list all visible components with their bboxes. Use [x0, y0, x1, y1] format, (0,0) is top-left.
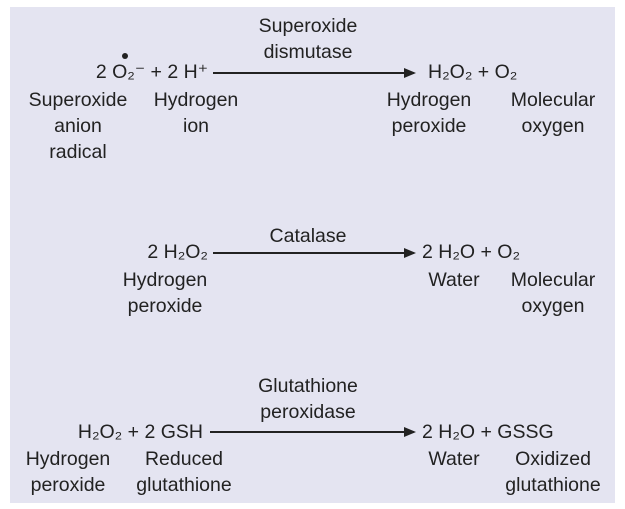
radical-dot-icon [122, 53, 128, 59]
label-water-2: Water [428, 269, 480, 291]
label-hydrogen-peroxide-1-line2: peroxide [391, 115, 467, 137]
label-molecular-oxygen-2-line2: oxygen [521, 295, 585, 317]
label-hydrogen-peroxide-3-line2: peroxide [30, 474, 106, 496]
reaction-3-reactants: H₂O₂ + 2 GSH [77, 421, 203, 443]
label-hydrogen-ion-line1: Hydrogen [153, 89, 239, 111]
reaction-3-arrow [210, 427, 416, 437]
label-oxidized-glutathione-line1: Oxidized [515, 448, 591, 470]
enzyme-label-superoxide-dismutase-line2: dismutase [263, 41, 353, 63]
label-hydrogen-peroxide-2-line1: Hydrogen [122, 269, 208, 291]
reaction-3-products: 2 H₂O + GSSG [422, 421, 554, 443]
label-reduced-glutathione-line2: glutathione [136, 474, 232, 496]
reaction-1-arrow [213, 68, 416, 78]
label-hydrogen-peroxide-3-line1: Hydrogen [25, 448, 111, 470]
label-superoxide-line3: radical [49, 141, 107, 163]
enzyme-label-catalase: Catalase [269, 225, 347, 247]
label-superoxide-line2: anion [54, 115, 102, 137]
enzyme-label-superoxide-dismutase-line1: Superoxide [258, 15, 358, 37]
label-water-3: Water [428, 448, 480, 470]
label-hydrogen-peroxide-1-line1: Hydrogen [386, 89, 472, 111]
enzyme-label-glutathione-peroxidase-line1: Glutathione [258, 375, 358, 397]
label-superoxide-line1: Superoxide [28, 89, 128, 111]
reaction-2-arrow [213, 248, 416, 258]
label-oxidized-glutathione-line2: glutathione [505, 474, 601, 496]
reaction-diagram: Superoxide dismutase 2 O₂⁻ + 2 H⁺ H₂O₂ +… [10, 7, 615, 503]
reaction-2-reactants: 2 H₂O₂ [147, 241, 208, 263]
reaction-1-products: H₂O₂ + O₂ [428, 61, 518, 83]
label-reduced-glutathione-line1: Reduced [144, 448, 224, 470]
reaction-2-products: 2 H₂O + O₂ [422, 241, 521, 263]
enzyme-label-glutathione-peroxidase-line2: peroxidase [260, 401, 356, 423]
label-molecular-oxygen-1-line2: oxygen [521, 115, 585, 137]
label-molecular-oxygen-1-line1: Molecular [510, 89, 596, 111]
label-hydrogen-ion-line2: ion [182, 115, 210, 137]
label-hydrogen-peroxide-2-line2: peroxide [127, 295, 203, 317]
label-molecular-oxygen-2-line1: Molecular [510, 269, 596, 291]
reaction-1-reactants: 2 O₂⁻ + 2 H⁺ [95, 61, 208, 83]
